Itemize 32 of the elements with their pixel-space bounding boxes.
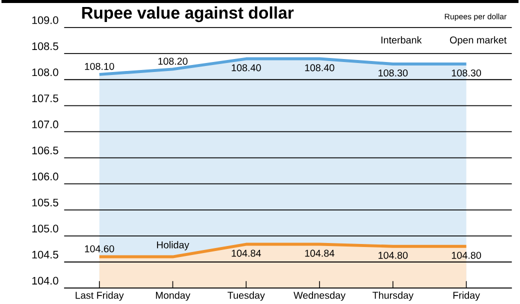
y-tick-label: 105.0 — [32, 224, 58, 232]
y-tick-label: 104.0 — [32, 276, 58, 285]
y-tick-label: 106.5 — [32, 146, 58, 154]
chart-title: Rupee value against dollar — [82, 6, 294, 22]
x-tick-label: Monday — [156, 292, 190, 301]
data-label: 104.60 — [85, 245, 114, 252]
data-label: 108.30 — [452, 69, 482, 76]
data-label: 108.40 — [305, 64, 334, 72]
y-tick-label: 108.5 — [32, 42, 58, 50]
x-tick-label: Tuesday — [228, 292, 265, 301]
x-tick-label: Friday — [453, 292, 480, 301]
data-label: 104.84 — [305, 250, 334, 257]
y-tick-label: 109.0 — [32, 16, 58, 24]
data-label: 108.40 — [232, 64, 261, 72]
data-label: 108.30 — [378, 69, 408, 76]
y-tick-label: 107.0 — [32, 120, 58, 128]
x-tick-label: Wednesday — [294, 292, 346, 301]
data-label: 108.20 — [158, 58, 188, 65]
x-tick-label: Last Friday — [76, 292, 124, 301]
data-label: 104.80 — [452, 252, 482, 259]
annotation: Open market — [450, 36, 507, 46]
x-tick-label: Thursday — [372, 292, 414, 301]
y-tick-label: 107.5 — [32, 94, 58, 102]
data-label: 104.80 — [378, 252, 408, 259]
y-tick-label: 104.5 — [32, 250, 58, 258]
annotation: Holiday — [157, 241, 190, 250]
y-tick-label: 105.5 — [32, 198, 58, 206]
data-label: 104.84 — [232, 250, 261, 257]
annotation: Interbank — [381, 36, 422, 44]
y-tick-label: 106.0 — [32, 172, 58, 180]
data-label: 108.10 — [85, 62, 114, 70]
y-tick-label: 108.0 — [32, 68, 58, 76]
